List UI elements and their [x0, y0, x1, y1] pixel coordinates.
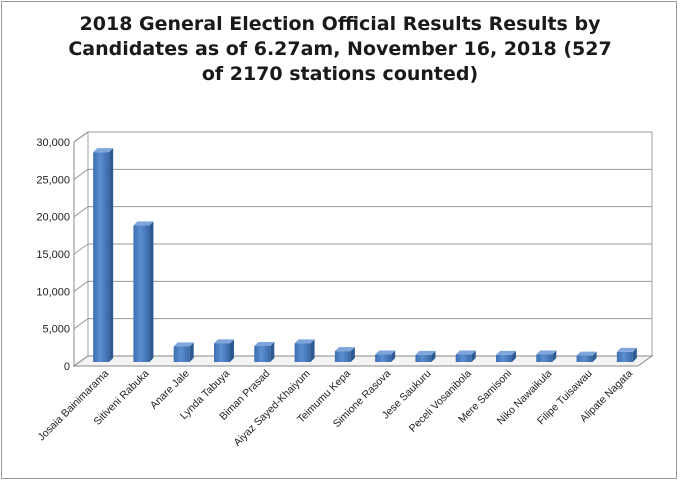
bar: [576, 351, 597, 362]
bar-side: [149, 221, 154, 362]
bar-side: [189, 342, 194, 362]
bar-side: [310, 339, 315, 362]
bar-front: [496, 354, 512, 362]
bar: [214, 339, 234, 362]
bar-front: [254, 345, 271, 362]
bar-front: [133, 225, 150, 362]
bar-front: [93, 152, 110, 362]
bars-layer: [93, 148, 637, 362]
bar: [496, 350, 516, 362]
bar-front: [415, 354, 432, 362]
bar-side: [350, 347, 355, 362]
bar-front: [616, 351, 633, 362]
y-tick-label: 20,000: [36, 212, 70, 224]
side-wall-gridline: [73, 280, 89, 292]
bar: [133, 221, 154, 362]
side-wall-gridline: [73, 206, 89, 218]
bar-front: [173, 346, 190, 362]
bar-top: [616, 347, 637, 352]
bar-front: [576, 355, 593, 362]
bar-front: [294, 343, 311, 362]
bar: [375, 350, 396, 362]
bar-side: [471, 350, 476, 362]
side-wall-gridline: [73, 243, 89, 255]
bar: [415, 350, 436, 362]
bar-top: [173, 342, 194, 347]
chart-title: 2018 General Election Official Results R…: [68, 13, 612, 85]
bar: [173, 342, 194, 362]
bar-side: [270, 341, 275, 362]
bar: [536, 350, 557, 362]
y-tick-label: 5,000: [42, 324, 70, 336]
bar-side: [109, 148, 114, 362]
bar-top: [133, 221, 154, 226]
side-wall-gridline: [73, 318, 89, 330]
y-tick-label: 30,000: [36, 137, 70, 149]
bar-top: [455, 350, 476, 355]
bar: [616, 347, 637, 362]
bar-top: [536, 350, 557, 355]
bar-front: [214, 343, 230, 362]
bar-top: [375, 350, 396, 355]
x-tick-label: Aiyaz Sayed-Khaiyum: [232, 367, 313, 448]
bar: [294, 339, 315, 362]
plot-floor: [72, 355, 654, 367]
bar-front: [375, 354, 392, 362]
axes-layer: [72, 131, 654, 367]
bar-top: [93, 148, 114, 153]
bar-front: [455, 354, 472, 362]
bar-side: [632, 347, 637, 362]
bar-side: [552, 350, 557, 362]
bar-top: [254, 341, 275, 346]
bar-front: [334, 351, 351, 362]
bar-side: [230, 339, 234, 362]
bar: [93, 148, 114, 362]
bar-front: [536, 354, 553, 362]
y-tick-label: 10,000: [36, 286, 70, 298]
bar-top: [415, 350, 436, 355]
bar-top: [214, 339, 234, 344]
bar-side: [391, 350, 396, 362]
bar-top: [294, 339, 315, 344]
x-tick-label: Josaia Bainimarama: [36, 368, 112, 444]
y-tick-label: 25,000: [36, 174, 70, 186]
y-tick-label: 15,000: [36, 249, 70, 261]
y-tick-label: 0: [64, 361, 70, 373]
bar-top: [496, 350, 516, 355]
bar-side: [431, 350, 436, 362]
bar: [254, 341, 275, 362]
bar: [334, 347, 355, 362]
bar-top: [576, 351, 597, 356]
bar: [455, 350, 476, 362]
bar-top: [334, 347, 355, 352]
bar-side: [592, 351, 597, 362]
bar-side: [512, 350, 516, 362]
side-wall-gridline: [73, 168, 89, 180]
